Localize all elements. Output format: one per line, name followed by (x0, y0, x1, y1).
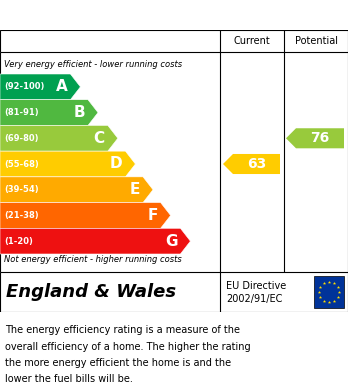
Text: Current: Current (234, 36, 270, 46)
Text: 2002/91/EC: 2002/91/EC (226, 294, 282, 304)
Text: (1-20): (1-20) (4, 237, 33, 246)
Text: EU Directive: EU Directive (226, 281, 286, 291)
Polygon shape (0, 177, 153, 203)
Text: E: E (129, 182, 140, 197)
Text: Potential: Potential (294, 36, 338, 46)
Text: (81-91): (81-91) (4, 108, 39, 117)
Text: (69-80): (69-80) (4, 134, 39, 143)
Text: lower the fuel bills will be.: lower the fuel bills will be. (5, 375, 133, 384)
Text: (39-54): (39-54) (4, 185, 39, 194)
Polygon shape (0, 228, 190, 254)
Polygon shape (286, 128, 344, 148)
Text: 63: 63 (247, 157, 266, 171)
Polygon shape (0, 100, 98, 126)
Polygon shape (0, 126, 118, 151)
Text: G: G (165, 234, 177, 249)
Text: D: D (110, 156, 122, 172)
Text: Energy Efficiency Rating: Energy Efficiency Rating (8, 7, 218, 23)
Text: (92-100): (92-100) (4, 83, 45, 91)
Text: 76: 76 (310, 131, 330, 145)
Polygon shape (0, 203, 171, 228)
Text: (21-38): (21-38) (4, 211, 39, 220)
Polygon shape (0, 151, 135, 177)
Text: Very energy efficient - lower running costs: Very energy efficient - lower running co… (4, 60, 182, 69)
Text: overall efficiency of a home. The higher the rating: overall efficiency of a home. The higher… (5, 342, 251, 352)
Text: The energy efficiency rating is a measure of the: The energy efficiency rating is a measur… (5, 325, 240, 335)
Text: C: C (94, 131, 105, 146)
Polygon shape (223, 154, 280, 174)
Bar (314, 276, 344, 308)
Text: F: F (147, 208, 158, 223)
Polygon shape (0, 74, 80, 100)
Text: the more energy efficient the home is and the: the more energy efficient the home is an… (5, 358, 231, 368)
Text: A: A (56, 79, 68, 94)
Text: England & Wales: England & Wales (6, 283, 176, 301)
Text: (55-68): (55-68) (4, 160, 39, 169)
Text: Not energy efficient - higher running costs: Not energy efficient - higher running co… (4, 255, 182, 264)
Text: B: B (73, 105, 85, 120)
